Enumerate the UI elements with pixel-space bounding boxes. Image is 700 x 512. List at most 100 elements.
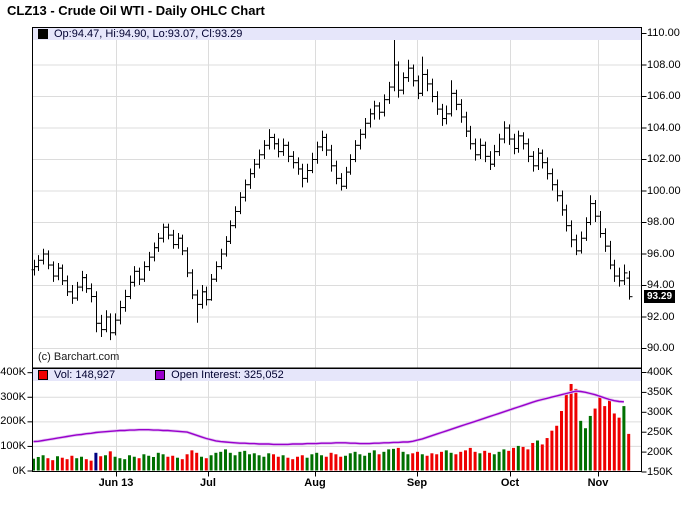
volume-bar bbox=[262, 456, 266, 471]
price-axis-label: 90.00 bbox=[647, 342, 675, 354]
price-axis-label: 96.00 bbox=[647, 247, 675, 260]
volume-bar bbox=[243, 450, 247, 471]
volume-legend-text: Vol: 148,927 bbox=[54, 369, 116, 381]
volume-bar bbox=[209, 455, 213, 471]
volume-bar bbox=[137, 458, 141, 471]
x-axis-month-label: Oct bbox=[500, 477, 520, 489]
volume-bar bbox=[588, 415, 592, 471]
volume-bar bbox=[344, 455, 347, 471]
volume-bar bbox=[507, 450, 511, 471]
volume-bar bbox=[608, 398, 611, 471]
price-legend-text: Op:94.47, Hi:94.90, Lo:93.07, Cl:93.29 bbox=[54, 28, 243, 40]
volume-bar bbox=[180, 459, 184, 471]
volume-axis-label: 300K bbox=[0, 390, 26, 403]
volume-bar bbox=[464, 450, 467, 471]
volume-bar bbox=[545, 438, 549, 471]
x-axis-month-label: Jun 13 bbox=[98, 477, 134, 489]
volume-bar bbox=[406, 454, 410, 471]
volume-bar bbox=[276, 456, 280, 471]
oi-axis-label: 200K bbox=[647, 445, 673, 458]
volume-bar bbox=[300, 455, 304, 471]
volume-bar bbox=[70, 455, 74, 471]
volume-bar bbox=[382, 451, 386, 471]
volume-bar bbox=[449, 452, 453, 471]
page-title: CLZ13 - Crude Oil WTI - Daily OHLC Chart bbox=[7, 3, 265, 18]
oi-axis-label: 350K bbox=[647, 385, 673, 398]
volume-bar bbox=[396, 447, 400, 471]
volume-bar bbox=[99, 456, 103, 471]
volume-bar bbox=[228, 452, 232, 471]
volume-bar bbox=[219, 451, 223, 471]
last-price-badge: 93.29 bbox=[644, 290, 676, 303]
price-axis-label: 92.00 bbox=[647, 310, 675, 323]
open-interest-line bbox=[33, 390, 624, 446]
x-axis-month-label: Sep bbox=[406, 477, 428, 489]
volume-bar bbox=[166, 456, 170, 471]
volume-bar bbox=[387, 449, 391, 471]
volume-bar bbox=[435, 454, 439, 471]
volume-bar bbox=[113, 456, 117, 471]
volume-bar bbox=[324, 456, 328, 471]
volume-bar bbox=[353, 451, 357, 471]
x-axis-month-label: Jul bbox=[200, 477, 216, 489]
volume-bar bbox=[622, 406, 626, 471]
volume-bar bbox=[550, 430, 554, 471]
volume-bar bbox=[497, 451, 501, 471]
volume-bar bbox=[123, 459, 127, 471]
volume-bar bbox=[51, 460, 55, 471]
volume-bar bbox=[190, 450, 194, 471]
volume-bar bbox=[444, 450, 448, 471]
volume-bar bbox=[65, 459, 69, 471]
volume-bar bbox=[156, 452, 160, 471]
volume-axis-label: 0K bbox=[12, 464, 26, 477]
oi-axis-label: 250K bbox=[647, 425, 673, 438]
volume-bar bbox=[420, 454, 424, 471]
volume-bar bbox=[454, 454, 458, 471]
volume-bar bbox=[281, 455, 285, 471]
volume-bar bbox=[560, 411, 563, 471]
volume-bar bbox=[171, 455, 175, 471]
volume-bar bbox=[502, 449, 506, 471]
barchart-watermark: (c) Barchart.com bbox=[38, 351, 120, 363]
volume-legend-marker-icon bbox=[38, 370, 48, 380]
volume-bar bbox=[161, 454, 165, 471]
price-axis-label: 104.00 bbox=[647, 121, 681, 134]
volume-bar bbox=[296, 456, 299, 471]
volume-bar bbox=[416, 451, 419, 471]
oi-axis-label: 400K bbox=[647, 366, 673, 378]
volume-bar bbox=[555, 425, 559, 471]
volume-bar bbox=[536, 440, 539, 471]
volume-bar bbox=[238, 451, 242, 471]
volume-bar bbox=[118, 458, 122, 471]
volume-bar bbox=[483, 450, 487, 471]
volume-bar bbox=[492, 454, 496, 471]
volume-bar bbox=[320, 455, 323, 471]
volume-bar bbox=[488, 452, 491, 471]
x-axis-month-label: Nov bbox=[587, 477, 609, 489]
volume-bar bbox=[176, 457, 179, 471]
volume-bar bbox=[200, 456, 203, 471]
oi-axis-label: 300K bbox=[647, 405, 673, 418]
volume-bar bbox=[425, 455, 429, 471]
volume-bar bbox=[257, 455, 261, 471]
volume-bar bbox=[358, 454, 362, 471]
volume-bar bbox=[286, 457, 290, 471]
volume-bar bbox=[305, 457, 309, 471]
volume-bar bbox=[89, 460, 93, 471]
volume-bar bbox=[516, 445, 520, 471]
volume-bar bbox=[224, 449, 227, 471]
volume-bar bbox=[617, 417, 621, 471]
volume-bar bbox=[363, 455, 367, 471]
volume-bar bbox=[214, 452, 218, 471]
volume-bar bbox=[540, 444, 544, 471]
volume-axis-label: 200K bbox=[0, 415, 26, 428]
volume-bar bbox=[233, 455, 237, 471]
volume-axis-label: 100K bbox=[0, 439, 26, 452]
volume-bar bbox=[128, 455, 131, 471]
volume-bar bbox=[531, 442, 535, 471]
volume-bar bbox=[430, 453, 434, 471]
oi-axis-label: 150K bbox=[647, 465, 673, 478]
price-axis-label: 94.00 bbox=[647, 279, 675, 291]
